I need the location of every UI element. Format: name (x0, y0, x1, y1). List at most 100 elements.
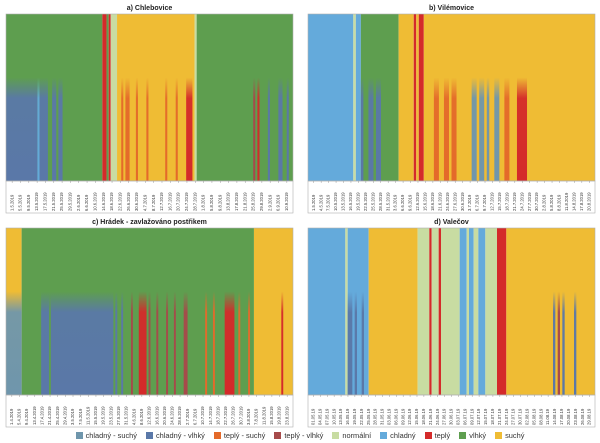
tick-label: 27.6.2019 (452, 192, 457, 211)
tick-label: 09.07.19 (469, 408, 474, 425)
heatmap-segment-normal (353, 14, 356, 181)
tick-label: 11.08.19 (545, 408, 550, 425)
tick-label: 14.08.19 (552, 408, 557, 425)
tick-label: 30.6.2019 (460, 192, 465, 211)
tick-label: 2.8.2019 (542, 194, 547, 211)
tick-label: 9.4.2019 (24, 408, 29, 425)
heatmap-segment-dry (506, 228, 595, 395)
tick-label: 30.7.2019 (534, 192, 539, 211)
heatmap-segment-dry (398, 14, 414, 181)
heatmap-band-warm_wet (183, 291, 188, 395)
heatmap-band-warm_wet (130, 291, 133, 395)
tick-label: 4.5.2019 (318, 194, 323, 211)
heatmap-band-cold_wet (6, 77, 38, 181)
tick-label: 26.7.2019 (231, 406, 236, 425)
heatmap-band-warm_wet (173, 291, 176, 395)
heatmap-band-warm_wet (557, 291, 560, 395)
tick-label: 7.5.2019 (78, 408, 83, 425)
heatmap-band-cold (37, 77, 40, 181)
tick-label: 21.6.2019 (437, 192, 442, 211)
legend-swatch (380, 432, 388, 439)
heatmap-segment-normal (417, 228, 430, 395)
tick-label: 20.8.2019 (586, 192, 591, 211)
tick-label: 15.8.2019 (269, 406, 274, 425)
heatmap-band-cold_wet (368, 77, 374, 181)
tick-label: 30.6.2019 (134, 192, 139, 211)
heatmap-band-cold_dry (494, 77, 500, 181)
heatmap-segment-dry (117, 14, 195, 181)
heatmap-segment-wet (196, 14, 293, 181)
heatmap-band-warm_wet (253, 77, 256, 181)
tick-label: 14.8.2019 (571, 192, 576, 211)
tick-label: 11.8.2019 (261, 406, 266, 425)
tick-label: 18.06.19 (421, 408, 426, 425)
tick-label: 19.5.2019 (356, 192, 361, 211)
tick-label: 13.8.2019 (226, 192, 231, 211)
tick-label: 6.6.2019 (400, 194, 405, 211)
tick-label: 5.8.2019 (549, 194, 554, 211)
heatmap-band-cold_wet (39, 77, 48, 181)
heatmap-segment-warm (108, 14, 111, 181)
axis-frame (5, 180, 294, 214)
tick-label: 21.06.19 (428, 408, 433, 425)
tick-label: 8.7.2019 (151, 194, 156, 211)
heatmap-band-warm_dry (212, 291, 215, 395)
legend-item-warm_wet: teplý - vlhký (274, 431, 323, 440)
tick-label: 27.7.2019 (527, 192, 532, 211)
heatmap-band-cold_wet (267, 77, 270, 181)
tick-label: 30.7.2019 (238, 406, 243, 425)
tick-label: 30.07.19 (518, 408, 523, 425)
tick-label: 18.7.2019 (215, 406, 220, 425)
tick-label: 12.6.2019 (415, 192, 420, 211)
tick-label: 11.8.2019 (564, 192, 569, 211)
heatmap-band-warm_dry (175, 77, 178, 181)
heatmap-band-warm_dry (433, 77, 439, 181)
tick-label: 22.5.2019 (363, 192, 368, 211)
legend-label: chladný - suchý (85, 431, 137, 440)
legend-swatch (332, 432, 340, 439)
tick-label: 21.5.2019 (51, 192, 56, 211)
tick-label: 17.5.2019 (43, 192, 48, 211)
legend-label: teplý (434, 431, 451, 440)
tick-label: 12.6.2019 (147, 406, 152, 425)
heatmap-band-cold_dry (486, 77, 490, 181)
tick-label: 06.06.19 (393, 408, 398, 425)
panel-b-vilemovice: b) Vilémovice 1.5.2019 4.5.2019 7.5.2019 10.… (307, 5, 596, 214)
heatmap-band-warm (516, 77, 528, 181)
tick-label: 4.7.2019 (142, 194, 147, 211)
tick-label: 24.06.19 (435, 408, 440, 425)
tick-label: 24.6.2019 (170, 406, 175, 425)
tick-label: 19.5.2019 (101, 406, 106, 425)
tick-label: 2.7.2019 (185, 408, 190, 425)
panel-title: d) Valečov (434, 219, 469, 226)
tick-label: 04.05.19 (317, 408, 322, 425)
tick-label: 10.05.19 (331, 408, 336, 425)
heatmap-band-cold_wet (562, 291, 565, 395)
legend-item-cold_wet: chladný - vlhký (145, 431, 205, 440)
heatmap-segment-warm (418, 14, 424, 181)
tick-label: 26.6.2019 (126, 192, 131, 211)
tick-label: 15.07.19 (483, 408, 488, 425)
tick-label: 16.05.19 (345, 408, 350, 425)
heatmap-segment-normal (110, 14, 118, 181)
tick-label: 12.7.2019 (159, 192, 164, 211)
tick-label: 23.08.19 (573, 408, 578, 425)
axis-frame (307, 180, 596, 214)
tick-label: 20.6.2019 (162, 406, 167, 425)
panel-title: c) Hrádek - zavlažováno postřikem (92, 219, 207, 226)
panel-c-hradek: c) Hrádek - zavlažováno postřikem 1.4.201… (5, 219, 294, 428)
tick-label: 02.08.19 (525, 408, 530, 425)
heatmap-band-cold_dry (471, 77, 477, 181)
heatmap-band-warm_dry (205, 291, 208, 395)
tick-label: 31.05.19 (380, 408, 385, 425)
tick-label: 8.6.2019 (139, 408, 144, 425)
heatmap-band-warm_dry (135, 77, 138, 181)
tick-label: 8.8.2019 (557, 194, 562, 211)
tick-label: 14.7.2019 (208, 406, 213, 425)
heatmap-band-cold_dry (479, 77, 485, 181)
heatmap-band-cold_wet (286, 77, 289, 181)
heatmap-band-warm (138, 291, 147, 395)
heatmap-band-cold_wet (574, 291, 577, 395)
legend-label: chladný (390, 431, 416, 440)
